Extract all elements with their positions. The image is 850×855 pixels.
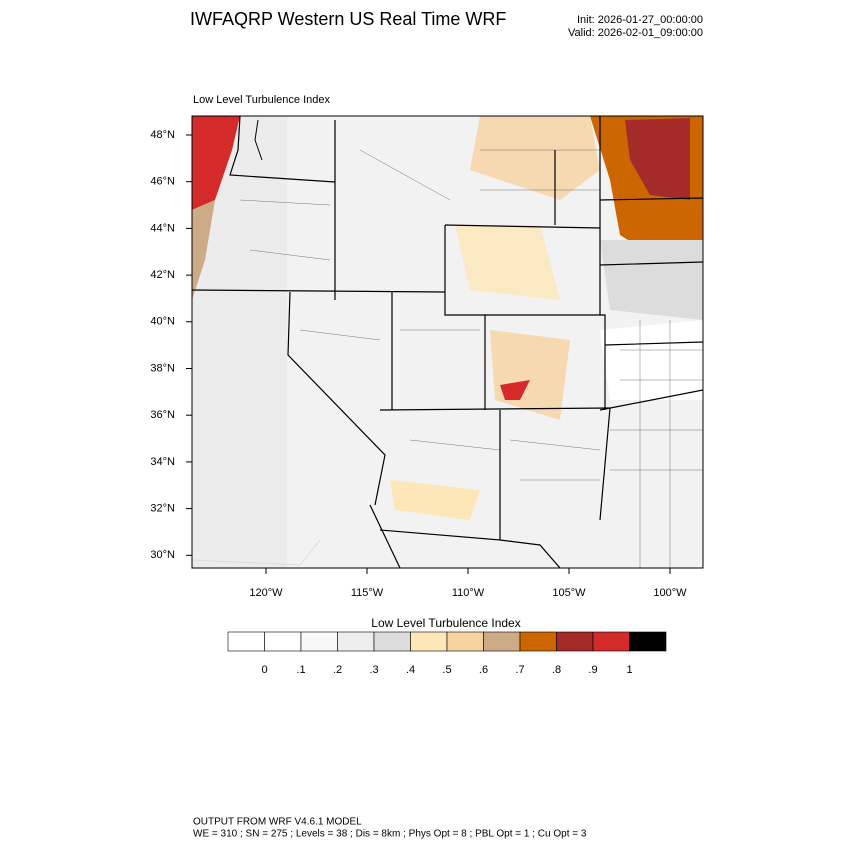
colorbar-box (410, 631, 448, 652)
map-subtitle: Low Level Turbulence Index (193, 94, 330, 106)
colorbar-label: .5 (442, 664, 451, 676)
lat-label: 44°N (150, 222, 175, 234)
lon-label: 120°W (249, 587, 283, 599)
colorbar-box (373, 631, 411, 652)
colorbar-label: .1 (296, 664, 305, 676)
title: IWFAQRP Western US Real Time WRF (190, 9, 506, 29)
footer-line: OUTPUT FROM WRF V4.6.1 MODEL (193, 817, 362, 828)
map-frame (191, 115, 704, 569)
map (192, 116, 703, 568)
valid-time: Valid: 2026-02-01_09:00:00 (568, 27, 703, 39)
colorbar-label: 1 (626, 664, 632, 676)
colorbar-box (556, 631, 594, 652)
footer-line: WE = 310 ; SN = 275 ; Levels = 38 ; Dis … (193, 829, 587, 840)
colorbar-title: Low Level Turbulence Index (371, 616, 520, 630)
colorbar-box (227, 631, 265, 652)
colorbar-box (592, 631, 630, 652)
lat-label: 36°N (150, 409, 175, 421)
lon-label: 100°W (653, 587, 687, 599)
lat-label: 32°N (150, 503, 175, 515)
lon-label: 105°W (552, 587, 586, 599)
lon-label: 115°W (351, 587, 384, 599)
lat-label: 34°N (150, 456, 175, 468)
lat-label: 46°N (150, 176, 175, 188)
lat-label: 30°N (150, 549, 175, 561)
colorbar-label: .3 (369, 664, 378, 676)
colorbar-label: .8 (552, 664, 561, 676)
lat-label: 38°N (150, 362, 175, 374)
colorbar-label: .9 (588, 664, 597, 676)
colorbar-box (337, 631, 375, 652)
colorbar-box (264, 631, 302, 652)
lon-label: 110°W (452, 587, 485, 599)
lat-label: 40°N (150, 316, 175, 328)
colorbar-box (483, 631, 521, 652)
colorbar-box (446, 631, 484, 652)
colorbar-label: .7 (515, 664, 524, 676)
lat-label: 42°N (150, 269, 175, 281)
colorbar-label: .2 (333, 664, 342, 676)
colorbar-label: 0 (261, 664, 267, 676)
colorbar-label: .4 (406, 664, 415, 676)
init-time: Init: 2026-01-27_00:00:00 (577, 14, 703, 26)
colorbar-label: .6 (479, 664, 488, 676)
lat-label: 48°N (150, 129, 175, 141)
colorbar-box (519, 631, 557, 652)
colorbar-box (629, 631, 667, 652)
colorbar-box (300, 631, 338, 652)
